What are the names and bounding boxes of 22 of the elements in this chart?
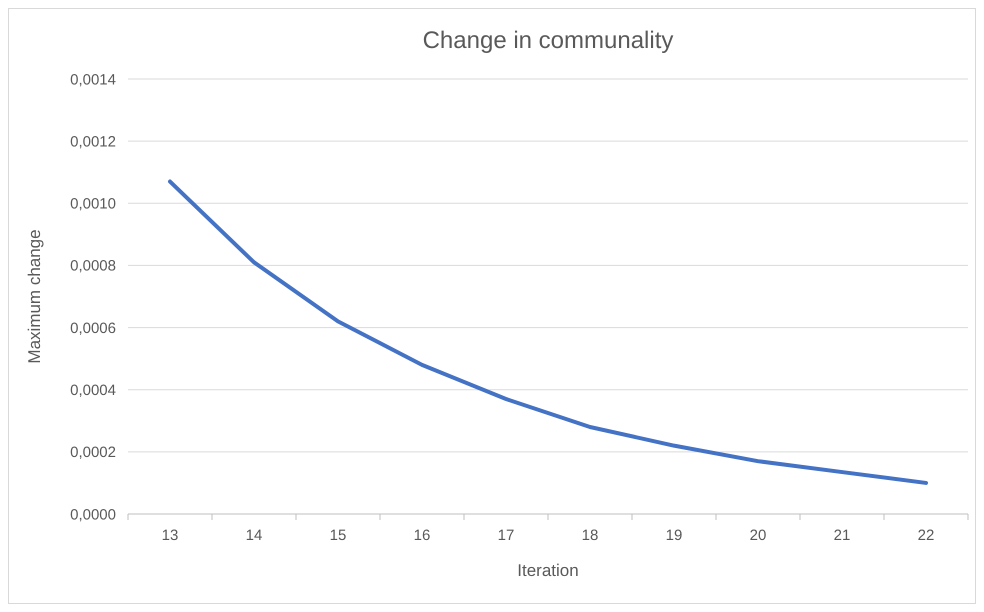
x-tick-label: 16 [414, 527, 430, 544]
x-tick-label: 15 [330, 527, 346, 544]
y-axis-title: Maximum change [25, 229, 44, 364]
x-tick-label: 19 [666, 527, 682, 544]
y-tick-label: 0,0002 [70, 444, 116, 462]
x-tick-label: 22 [918, 527, 934, 544]
x-tick-label: 17 [498, 527, 514, 544]
x-tick-label: 18 [582, 527, 598, 544]
chart-title: Change in communality [422, 27, 674, 54]
x-tick-label: 14 [246, 527, 262, 544]
y-tick-label: 0,0012 [70, 133, 116, 150]
x-axis-title: Iteration [517, 561, 579, 580]
y-tick-label: 0,0004 [70, 382, 116, 399]
y-tick-label: 0,0010 [70, 196, 116, 213]
x-tick-label: 21 [834, 527, 850, 544]
y-tick-label: 0,0014 [70, 71, 116, 88]
x-tick-label: 13 [162, 527, 178, 544]
x-tick-label: 20 [750, 527, 766, 544]
y-tick-label: 0,0008 [70, 258, 116, 275]
line-series [168, 180, 928, 485]
y-tick-label: 0,0006 [70, 320, 116, 337]
y-tick-label: 0,0000 [70, 506, 116, 524]
